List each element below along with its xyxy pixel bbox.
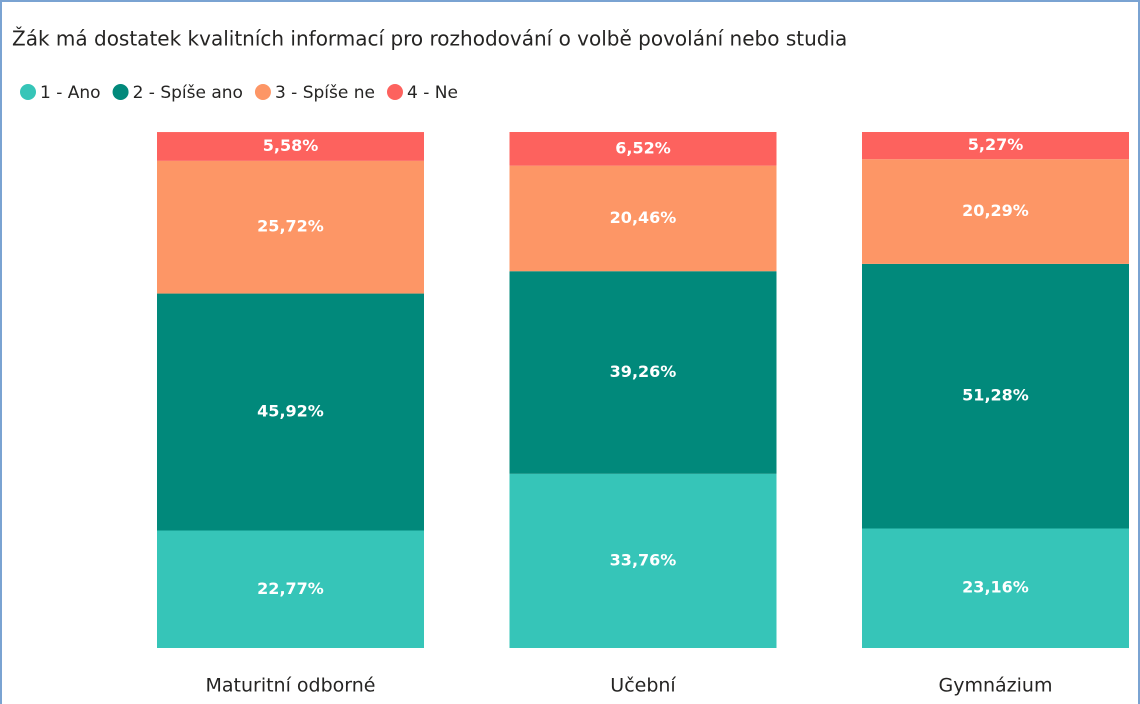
bar-segment [862, 528, 1129, 648]
legend-marker [112, 84, 129, 100]
data-label: 33,76% [610, 550, 677, 569]
legend-label: 4 - Ne [407, 83, 458, 103]
legend-label: 2 - Spíše ano [133, 83, 243, 103]
data-label: 5,27% [968, 135, 1024, 154]
bar-segment [157, 530, 424, 648]
legend-label: 3 - Spíše ne [275, 83, 375, 103]
data-label: 20,29% [962, 201, 1029, 220]
data-label: 51,28% [962, 386, 1029, 405]
bar-segment [157, 293, 424, 531]
bar-segment [509, 473, 777, 648]
bar-segment [862, 132, 1129, 160]
legend-marker [254, 84, 271, 100]
legend-marker [386, 84, 403, 100]
data-label: 22,77% [257, 579, 324, 598]
bar-segment [509, 132, 777, 166]
x-tick-label: Maturitní odborné [205, 675, 375, 697]
data-label: 25,72% [257, 217, 324, 236]
bar-segment [157, 160, 424, 294]
x-tick-label: Gymnázium [939, 675, 1053, 697]
data-label: 5,58% [263, 136, 319, 155]
chart-title: Žák má dostatek kvalitních informací pro… [12, 27, 847, 51]
data-label: 20,46% [610, 208, 677, 227]
data-label: 6,52% [615, 138, 671, 157]
bar-segment [862, 263, 1129, 529]
legend-marker [20, 84, 36, 100]
bar-segment [862, 159, 1129, 264]
x-tick-label: Učební [610, 675, 676, 697]
bar-segment [157, 132, 424, 161]
legend-label: 1 - Ano [40, 83, 101, 103]
bar-segment [509, 271, 777, 474]
data-label: 45,92% [257, 402, 324, 421]
data-label: 23,16% [962, 578, 1029, 597]
bar-segment [509, 165, 777, 272]
data-label: 39,26% [610, 362, 677, 381]
